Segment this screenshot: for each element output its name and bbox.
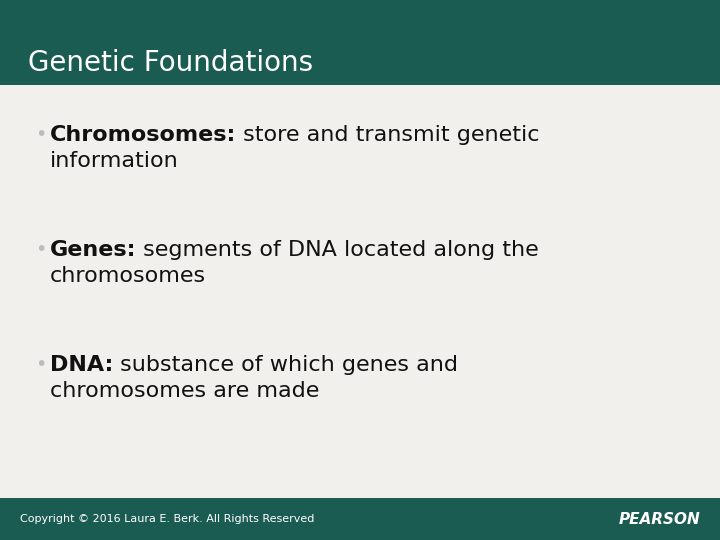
Text: segments of DNA located along the: segments of DNA located along the: [137, 240, 539, 260]
Text: DNA:: DNA:: [50, 355, 113, 375]
Text: Chromosomes:: Chromosomes:: [50, 125, 236, 145]
Bar: [0, 498, 720, 540]
Text: •: •: [35, 125, 46, 144]
Text: •: •: [35, 240, 46, 259]
Text: PEARSON: PEARSON: [618, 511, 700, 526]
Text: Genes:: Genes:: [50, 240, 137, 260]
Text: information: information: [50, 151, 179, 171]
Text: •: •: [35, 355, 46, 374]
Bar: [0, 0, 720, 85]
Text: chromosomes are made: chromosomes are made: [50, 381, 320, 401]
Text: store and transmit genetic: store and transmit genetic: [236, 125, 540, 145]
Text: substance of which genes and: substance of which genes and: [113, 355, 459, 375]
Text: Copyright © 2016 Laura E. Berk. All Rights Reserved: Copyright © 2016 Laura E. Berk. All Righ…: [20, 514, 315, 524]
Text: Genetic Foundations: Genetic Foundations: [28, 49, 313, 77]
Text: chromosomes: chromosomes: [50, 266, 206, 286]
